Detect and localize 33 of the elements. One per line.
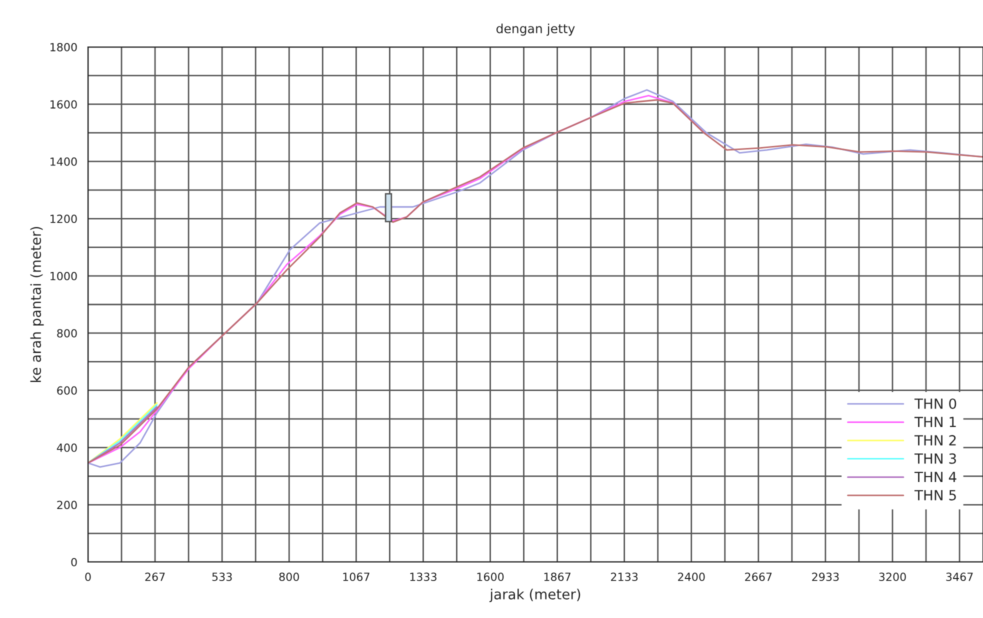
y-tick-label: 400 — [56, 444, 77, 452]
legend-label: THN 5 — [914, 490, 956, 500]
chart-title: dengan jetty — [496, 24, 575, 36]
x-axis-title: jarak (meter) — [489, 588, 580, 602]
x-tick-label: 2400 — [678, 572, 705, 582]
y-tick-label: 1200 — [50, 214, 77, 224]
x-tick-label: 0 — [85, 572, 91, 582]
legend-label: THN 4 — [914, 472, 956, 482]
y-axis-title: ke arah pantai (meter) — [30, 226, 44, 382]
x-tick-label: 1333 — [410, 572, 436, 582]
x-tick-label: 2933 — [812, 572, 839, 582]
y-tick-label: 200 — [57, 500, 77, 510]
x-tick-label: 1867 — [544, 572, 570, 582]
legend-label: THN 3 — [914, 453, 956, 464]
x-tick-label: 1600 — [477, 572, 504, 582]
y-tick-label: 1600 — [50, 100, 77, 109]
y-tick-label: 1800 — [50, 42, 77, 52]
x-tick-label: 2133 — [611, 572, 638, 582]
y-tick-label: 1400 — [50, 157, 77, 166]
y-tick-label: 800 — [57, 329, 77, 338]
legend-label: THN 1 — [914, 416, 956, 428]
y-tick-label: 1000 — [50, 272, 77, 280]
y-tick-label: 600 — [57, 386, 77, 395]
x-tick-label: 533 — [212, 572, 232, 582]
legend-label: THN 2 — [914, 435, 956, 446]
legend-label: THN 0 — [914, 398, 956, 409]
x-tick-label: 2667 — [745, 572, 772, 582]
x-tick-label: 3467 — [946, 572, 973, 582]
x-tick-label: 267 — [145, 572, 165, 582]
x-tick-label: 800 — [279, 572, 299, 582]
y-tick-label: 0 — [71, 558, 77, 566]
x-tick-label: 1067 — [343, 572, 370, 582]
x-tick-label: 3200 — [879, 572, 906, 582]
